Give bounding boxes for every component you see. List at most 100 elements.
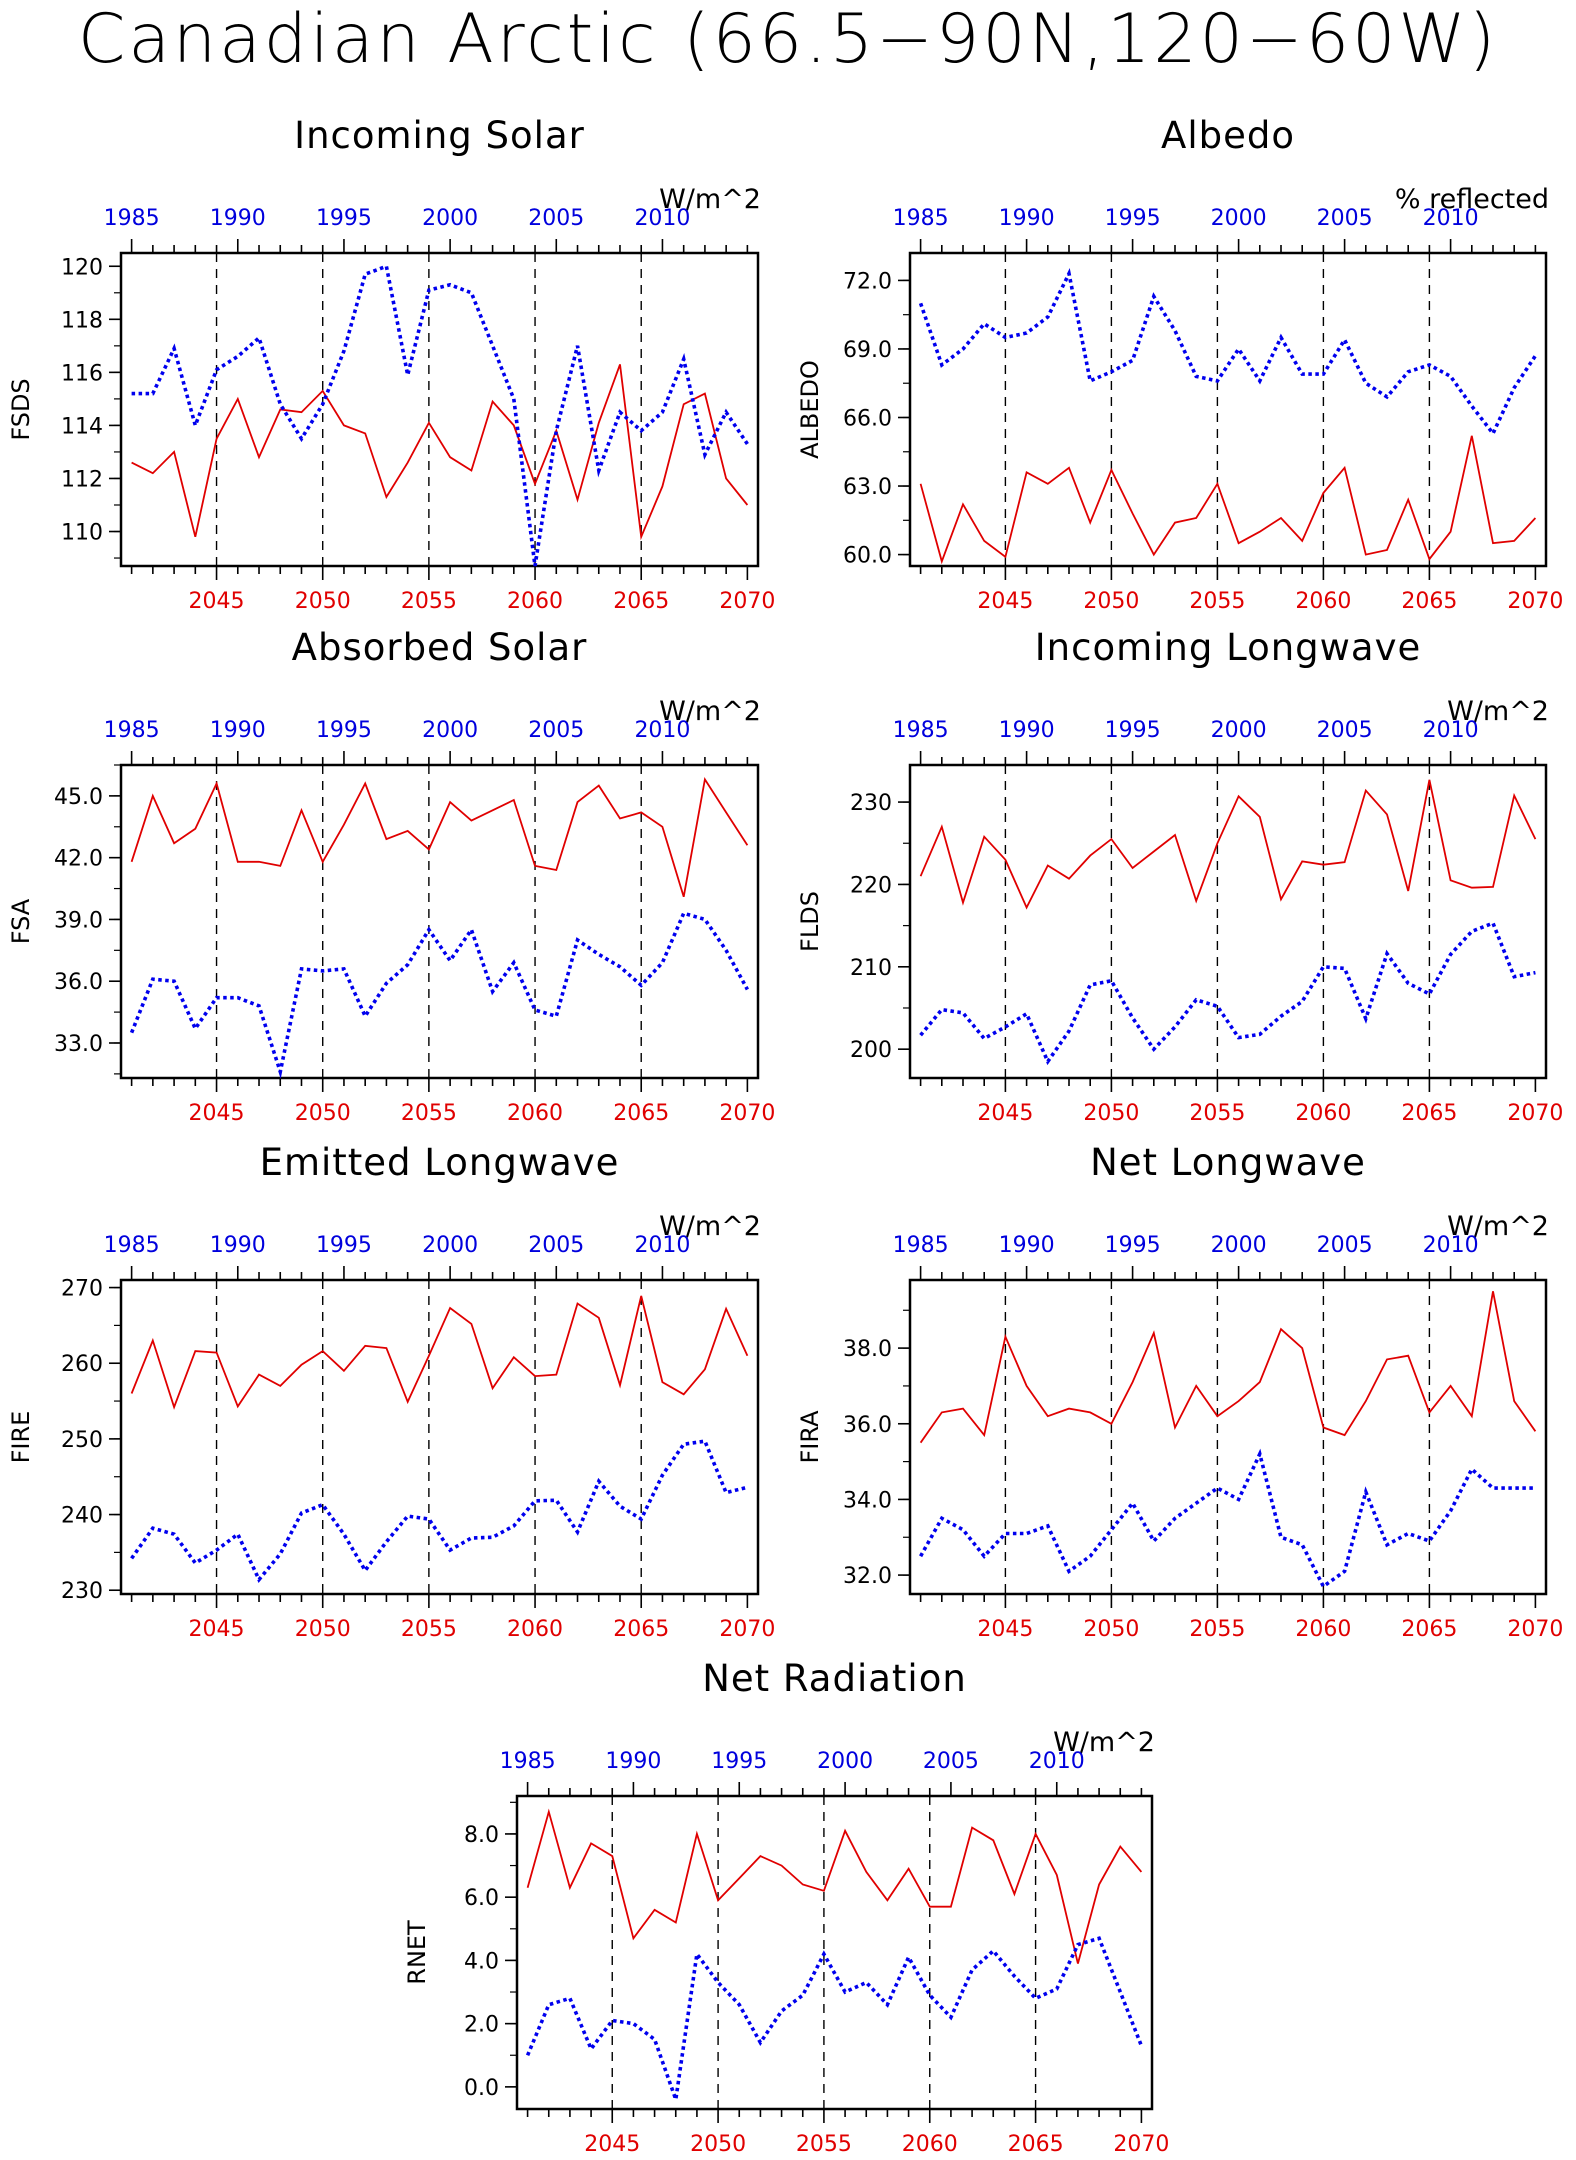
chart-panel-3: Absorbed Solar W/m^2 2045 2050 2055 2060 2065 2… bbox=[7, 626, 775, 1126]
main-title: Canadian Arctic (66.5−90N,120−60W) bbox=[77, 0, 1499, 79]
y-tick-label: 6.0 bbox=[464, 1886, 499, 1911]
x-tick-label-bottom: 2070 bbox=[1113, 2132, 1169, 2157]
x-tick-label-bottom: 2045 bbox=[977, 1101, 1033, 1126]
x-tick-label-bottom: 2055 bbox=[1189, 1617, 1245, 1642]
x-tick-label-bottom: 2060 bbox=[507, 1101, 563, 1126]
y-tick-label: 250 bbox=[61, 1428, 103, 1453]
y-tick-label: 2.0 bbox=[464, 2013, 499, 2038]
x-tick-label-top: 1990 bbox=[210, 1233, 266, 1258]
y-tick-label: 110 bbox=[61, 521, 103, 546]
y-tick-label: 32.0 bbox=[843, 1564, 892, 1589]
x-tick-label-bottom: 2055 bbox=[1189, 1101, 1245, 1126]
x-tick-label-bottom: 2060 bbox=[1295, 589, 1351, 614]
y-axis-label: FLDS bbox=[796, 891, 824, 952]
y-axis-label: FSDS bbox=[7, 378, 35, 440]
y-tick-label: 36.0 bbox=[54, 970, 103, 995]
y-tick-label: 116 bbox=[61, 361, 103, 386]
x-tick-label-bottom: 2065 bbox=[613, 589, 669, 614]
x-tick-label-top: 2005 bbox=[528, 1233, 584, 1258]
x-tick-label-top: 1990 bbox=[605, 1749, 661, 1774]
y-tick-label: 39.0 bbox=[54, 908, 103, 933]
y-tick-label: 34.0 bbox=[843, 1488, 892, 1513]
x-tick-label-top: 2000 bbox=[422, 1233, 478, 1258]
x-tick-label-bottom: 2070 bbox=[1507, 1617, 1563, 1642]
x-tick-label-top: 1995 bbox=[711, 1749, 767, 1774]
x-tick-label-bottom: 2070 bbox=[1507, 589, 1563, 614]
x-tick-label-bottom: 2065 bbox=[1401, 1617, 1457, 1642]
y-tick-label: 0.0 bbox=[464, 2076, 499, 2101]
series-line-future bbox=[919, 779, 1537, 910]
y-axis-label: FIRA bbox=[796, 1410, 824, 1464]
y-tick-label: 38.0 bbox=[843, 1337, 892, 1362]
x-tick-label-top: 2010 bbox=[1423, 206, 1479, 231]
series-line-past bbox=[525, 1936, 1144, 2101]
x-tick-label-top: 2000 bbox=[422, 206, 478, 231]
x-tick-label-bottom: 2055 bbox=[401, 1101, 457, 1126]
y-axis-label: FIRE bbox=[7, 1411, 35, 1464]
series-line-past bbox=[129, 911, 749, 1079]
x-tick-label-top: 2000 bbox=[1211, 1233, 1267, 1258]
series-line-future bbox=[130, 776, 749, 898]
chart-panel-6: Net Longwave W/m^2 2045 2050 2055 2060 2065 207… bbox=[796, 1141, 1563, 1642]
x-tick-label-top: 1990 bbox=[210, 718, 266, 743]
series-line-future bbox=[919, 1291, 1537, 1444]
y-tick-label: 118 bbox=[61, 308, 103, 333]
series-line-past bbox=[919, 920, 1536, 1066]
series-line-future bbox=[919, 435, 1537, 565]
x-tick-label-top: 2005 bbox=[1317, 718, 1373, 743]
x-tick-label-bottom: 2070 bbox=[719, 1617, 775, 1642]
x-tick-label-top: 2010 bbox=[1029, 1749, 1085, 1774]
y-tick-label: 240 bbox=[61, 1504, 103, 1529]
y-tick-label: 63.0 bbox=[843, 475, 892, 500]
x-tick-label-top: 1985 bbox=[893, 206, 949, 231]
x-tick-label-top: 2005 bbox=[923, 1749, 979, 1774]
series-line-past bbox=[131, 263, 749, 567]
chart-panel-7: Net Radiation W/m^2 2045 2050 2055 2060 2065 20… bbox=[403, 1657, 1169, 2157]
chart-panel-5: Emitted Longwave W/m^2 2045 2050 2055 2060 206… bbox=[7, 1141, 775, 1642]
unit-label: % reflected bbox=[1395, 184, 1549, 215]
panel-title: Albedo bbox=[1161, 114, 1295, 157]
x-tick-label-top: 1985 bbox=[893, 718, 949, 743]
x-tick-label-bottom: 2060 bbox=[1295, 1617, 1351, 1642]
x-tick-label-top: 1985 bbox=[893, 1233, 949, 1258]
series-line-future bbox=[131, 364, 749, 541]
y-tick-label: 66.0 bbox=[843, 406, 892, 431]
x-tick-label-bottom: 2045 bbox=[189, 589, 245, 614]
panel-title: Incoming Longwave bbox=[1035, 626, 1422, 669]
x-tick-label-bottom: 2050 bbox=[690, 2132, 746, 2157]
y-axis-label: RNET bbox=[403, 1920, 431, 1985]
x-tick-label-top: 2010 bbox=[1423, 1233, 1479, 1258]
x-tick-label-top: 2000 bbox=[1211, 718, 1267, 743]
plot-frame bbox=[908, 251, 1548, 568]
y-tick-label: 36.0 bbox=[843, 1413, 892, 1438]
unit-label: W/m^2 bbox=[659, 696, 761, 727]
x-tick-label-top: 1995 bbox=[316, 1233, 372, 1258]
x-tick-label-top: 2010 bbox=[634, 718, 690, 743]
y-tick-label: 8.0 bbox=[464, 1823, 499, 1848]
plot-frame bbox=[515, 1794, 1154, 2111]
x-tick-label-top: 2000 bbox=[1211, 206, 1267, 231]
x-tick-label-bottom: 2055 bbox=[401, 1617, 457, 1642]
x-tick-label-bottom: 2070 bbox=[719, 589, 775, 614]
x-tick-label-bottom: 2055 bbox=[401, 589, 457, 614]
x-tick-label-top: 2010 bbox=[634, 1233, 690, 1258]
x-tick-label-bottom: 2065 bbox=[613, 1617, 669, 1642]
y-tick-label: 60.0 bbox=[843, 544, 892, 569]
series-line-future bbox=[526, 1808, 1143, 1964]
unit-label: W/m^2 bbox=[659, 1211, 761, 1242]
x-tick-label-bottom: 2070 bbox=[719, 1101, 775, 1126]
y-tick-label: 72.0 bbox=[843, 269, 892, 294]
series-line-past bbox=[919, 1448, 1536, 1590]
x-tick-label-bottom: 2045 bbox=[189, 1101, 245, 1126]
chart-panel-4: Incoming Longwave W/m^2 2045 2050 2055 2060 20… bbox=[796, 626, 1563, 1126]
x-tick-label-top: 1995 bbox=[1105, 718, 1161, 743]
x-tick-label-top: 1995 bbox=[316, 206, 372, 231]
y-tick-label: 45.0 bbox=[54, 785, 103, 810]
plot-frame bbox=[119, 251, 760, 568]
x-tick-label-bottom: 2050 bbox=[1083, 1101, 1139, 1126]
plot-frame bbox=[119, 763, 760, 1080]
chart-panel-2: Albedo % reflected 2045 2050 2055 2060 2065 207… bbox=[796, 114, 1563, 614]
unit-label: W/m^2 bbox=[1447, 696, 1549, 727]
x-tick-label-bottom: 2060 bbox=[507, 1617, 563, 1642]
